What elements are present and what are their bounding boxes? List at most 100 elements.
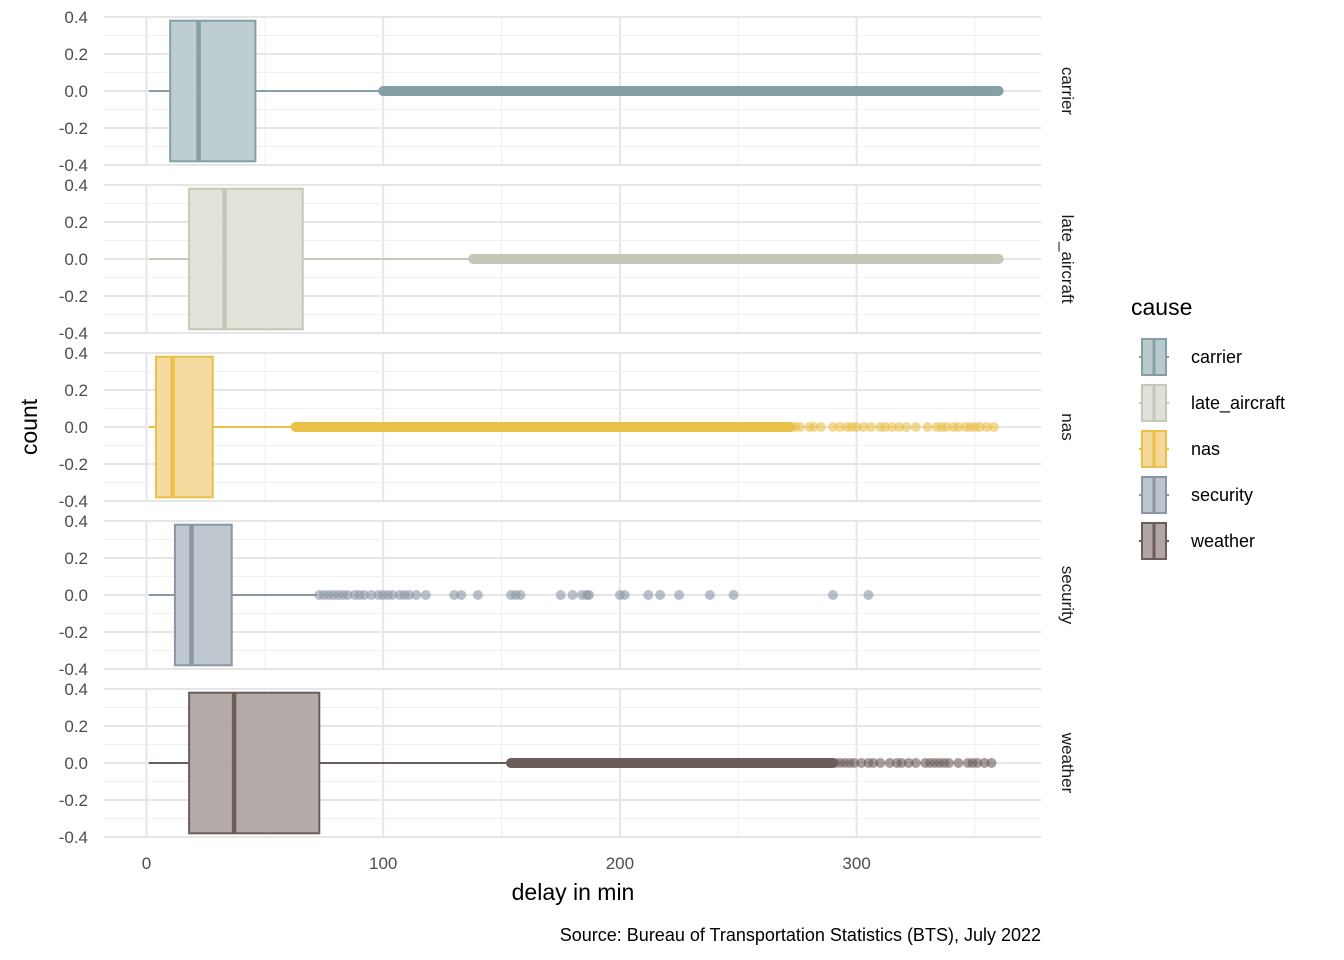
facet-strip-label: late_aircraft: [1058, 215, 1077, 304]
y-axis-title: count: [16, 398, 42, 455]
y-tick-label: 0.2: [64, 717, 88, 736]
outlier-point: [910, 758, 921, 768]
legend-key-carrier: [1139, 338, 1169, 376]
outlier-point: [880, 422, 891, 432]
outlier-point: [342, 590, 353, 600]
outlier-point: [988, 422, 999, 432]
x-tick-label: 300: [842, 854, 870, 873]
outlier-point: [884, 758, 895, 768]
iqr-box: [169, 19, 257, 163]
outlier-point: [856, 758, 867, 768]
outlier-point: [411, 590, 422, 600]
outlier-point: [567, 590, 578, 600]
y-tick-label: 0.0: [64, 82, 88, 101]
outlier-point: [359, 590, 370, 600]
outlier-point: [420, 590, 431, 600]
outlier-point: [387, 590, 398, 600]
facet-panel-late_aircraft: 0.4 0.2 0.0 -0.2 -0.4 late_aircraft: [59, 176, 1077, 343]
y-tick-label: 0.4: [64, 512, 88, 531]
outlier-point: [404, 590, 415, 600]
y-tick-label: -0.2: [59, 287, 88, 306]
y-tick-label: 0.4: [64, 176, 88, 195]
boxplot-late_aircraft: [148, 187, 474, 331]
outlier-point: [366, 590, 377, 600]
outliers-security: [314, 590, 874, 600]
facet-panel-weather: 0.4 0.2 0.0 -0.2 -0.4 weather: [59, 680, 1077, 847]
y-tick-label: -0.2: [59, 455, 88, 474]
outlier-point: [584, 590, 595, 600]
outlier-point: [922, 422, 933, 432]
y-tick-label: -0.2: [59, 791, 88, 810]
outlier-point: [910, 422, 921, 432]
facet-strip-label: carrier: [1058, 67, 1077, 116]
outlier-point: [555, 590, 566, 600]
iqr-box: [188, 187, 304, 331]
outlier-point: [728, 590, 739, 600]
y-tick-label: 0.0: [64, 418, 88, 437]
boxplot-weather: [148, 691, 512, 835]
facet-panel-security: 0.4 0.2 0.0 -0.2 -0.4 security: [59, 512, 1077, 679]
outlier-point: [858, 422, 869, 432]
panel-grid: [104, 16, 1041, 166]
outlier-point: [953, 422, 964, 432]
outlier-point: [674, 590, 685, 600]
x-tick-label: 0: [142, 854, 151, 873]
outlier-point: [655, 590, 666, 600]
y-tick-label: 0.4: [64, 344, 88, 363]
boxplot-nas: [148, 355, 296, 499]
legend-label: late_aircraft: [1191, 393, 1285, 414]
outlier-point: [827, 422, 838, 432]
y-tick-label: 0.0: [64, 586, 88, 605]
x-axis: 0 100 200 300: [142, 854, 871, 873]
y-tick-label: 0.4: [64, 680, 88, 699]
y-tick-label: 0.4: [64, 8, 88, 27]
outlier-point: [901, 422, 912, 432]
y-tick-label: 0.2: [64, 213, 88, 232]
outlier-point: [794, 422, 805, 432]
y-tick-label: -0.4: [59, 492, 88, 511]
outlier-point: [943, 758, 954, 768]
y-tick-label: 0.2: [64, 549, 88, 568]
outlier-point: [979, 758, 990, 768]
outlier-point: [704, 590, 715, 600]
boxplot-carrier: [148, 19, 384, 163]
legend-title: cause: [1131, 294, 1192, 320]
x-tick-label: 200: [606, 854, 634, 873]
outlier-point: [903, 758, 914, 768]
outlier-point: [986, 758, 997, 768]
outlier-point: [972, 758, 983, 768]
outlier-point: [894, 422, 905, 432]
outlier-point: [515, 590, 526, 600]
iqr-box: [188, 691, 321, 835]
y-tick-label: -0.4: [59, 156, 88, 175]
legend-key-nas: [1139, 430, 1169, 468]
facet-strip-label: weather: [1058, 732, 1077, 794]
caption: Source: Bureau of Transportation Statist…: [560, 925, 1041, 945]
iqr-box: [154, 355, 214, 499]
facet-strip-label: security: [1058, 566, 1077, 625]
outlier-point: [953, 758, 964, 768]
legend-label: security: [1191, 485, 1253, 505]
outlier-point: [865, 422, 876, 432]
outlier-point: [808, 422, 819, 432]
outlier-point: [619, 590, 630, 600]
outlier-point: [835, 422, 846, 432]
legend-label: weather: [1190, 531, 1255, 551]
facet-panel-nas: 0.4 0.2 0.0 -0.2 -0.4 nas: [59, 344, 1077, 511]
outlier-point: [472, 590, 483, 600]
facet-panel-carrier: 0.4 0.2 0.0 -0.2 -0.4 carrier: [59, 8, 1077, 175]
boxplot-security: [148, 523, 317, 667]
outlier-point: [981, 422, 992, 432]
legend-label: nas: [1191, 439, 1220, 459]
outlier-point: [449, 590, 460, 600]
outlier-point: [643, 590, 654, 600]
y-tick-label: -0.2: [59, 623, 88, 642]
legend-key-security: [1139, 476, 1169, 514]
outlier-point: [851, 422, 862, 432]
y-tick-label: -0.4: [59, 828, 88, 847]
legend-key-late_aircraft: [1139, 384, 1169, 422]
outlier-point: [849, 758, 860, 768]
outliers-weather: [506, 758, 997, 768]
